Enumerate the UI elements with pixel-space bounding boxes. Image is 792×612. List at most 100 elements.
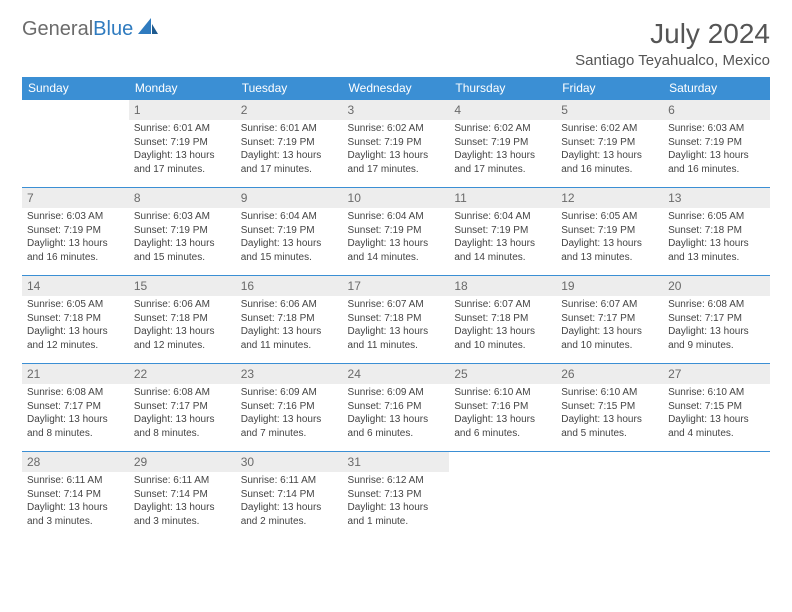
sunrise-text: Sunrise: 6:06 AM	[241, 298, 338, 312]
cell-body: Sunrise: 6:11 AMSunset: 7:14 PMDaylight:…	[22, 472, 129, 532]
cell-body: Sunrise: 6:01 AMSunset: 7:19 PMDaylight:…	[129, 120, 236, 180]
daylight1-text: Daylight: 13 hours	[241, 413, 338, 427]
daylight1-text: Daylight: 13 hours	[454, 413, 551, 427]
cell-body: Sunrise: 6:10 AMSunset: 7:16 PMDaylight:…	[449, 384, 556, 444]
daylight2-text: and 13 minutes.	[561, 251, 658, 265]
sunrise-text: Sunrise: 6:05 AM	[561, 210, 658, 224]
cell-body: Sunrise: 6:03 AMSunset: 7:19 PMDaylight:…	[663, 120, 770, 180]
cell-body: Sunrise: 6:04 AMSunset: 7:19 PMDaylight:…	[236, 208, 343, 268]
logo-part1: General	[22, 18, 93, 40]
cell-body: Sunrise: 6:03 AMSunset: 7:19 PMDaylight:…	[22, 208, 129, 268]
calendar-cell: 20Sunrise: 6:08 AMSunset: 7:17 PMDayligh…	[663, 276, 770, 364]
calendar-cell: 25Sunrise: 6:10 AMSunset: 7:16 PMDayligh…	[449, 364, 556, 452]
weekday-wednesday: Wednesday	[343, 77, 450, 100]
sunset-text: Sunset: 7:14 PM	[134, 488, 231, 502]
day-number: 11	[449, 188, 556, 208]
sunrise-text: Sunrise: 6:07 AM	[454, 298, 551, 312]
daylight2-text: and 6 minutes.	[348, 427, 445, 441]
sunrise-text: Sunrise: 6:11 AM	[134, 474, 231, 488]
daylight1-text: Daylight: 13 hours	[561, 237, 658, 251]
daylight1-text: Daylight: 13 hours	[134, 413, 231, 427]
cell-body: Sunrise: 6:05 AMSunset: 7:18 PMDaylight:…	[663, 208, 770, 268]
calendar-week-row: 7Sunrise: 6:03 AMSunset: 7:19 PMDaylight…	[22, 188, 770, 276]
sunrise-text: Sunrise: 6:08 AM	[134, 386, 231, 400]
sunset-text: Sunset: 7:18 PM	[27, 312, 124, 326]
daylight2-text: and 14 minutes.	[454, 251, 551, 265]
day-number: 6	[663, 100, 770, 120]
daylight1-text: Daylight: 13 hours	[134, 149, 231, 163]
calendar-cell: 12Sunrise: 6:05 AMSunset: 7:19 PMDayligh…	[556, 188, 663, 276]
daylight1-text: Daylight: 13 hours	[668, 413, 765, 427]
day-number: 24	[343, 364, 450, 384]
daylight1-text: Daylight: 13 hours	[241, 149, 338, 163]
calendar-cell	[22, 100, 129, 188]
calendar-cell: 8Sunrise: 6:03 AMSunset: 7:19 PMDaylight…	[129, 188, 236, 276]
sunset-text: Sunset: 7:15 PM	[668, 400, 765, 414]
cell-body	[556, 456, 663, 462]
daylight1-text: Daylight: 13 hours	[348, 149, 445, 163]
cell-body: Sunrise: 6:09 AMSunset: 7:16 PMDaylight:…	[236, 384, 343, 444]
day-number: 5	[556, 100, 663, 120]
daylight1-text: Daylight: 13 hours	[348, 237, 445, 251]
sunrise-text: Sunrise: 6:09 AM	[241, 386, 338, 400]
sunset-text: Sunset: 7:19 PM	[241, 224, 338, 238]
cell-body: Sunrise: 6:08 AMSunset: 7:17 PMDaylight:…	[129, 384, 236, 444]
cell-body	[22, 104, 129, 110]
daylight2-text: and 5 minutes.	[561, 427, 658, 441]
title-block: July 2024 Santiago Teyahualco, Mexico	[575, 18, 770, 69]
daylight2-text: and 8 minutes.	[134, 427, 231, 441]
day-number: 2	[236, 100, 343, 120]
daylight1-text: Daylight: 13 hours	[668, 149, 765, 163]
daylight1-text: Daylight: 13 hours	[668, 325, 765, 339]
sunrise-text: Sunrise: 6:02 AM	[348, 122, 445, 136]
daylight1-text: Daylight: 13 hours	[27, 413, 124, 427]
cell-body: Sunrise: 6:12 AMSunset: 7:13 PMDaylight:…	[343, 472, 450, 532]
day-number: 30	[236, 452, 343, 472]
daylight2-text: and 10 minutes.	[561, 339, 658, 353]
sunset-text: Sunset: 7:19 PM	[561, 224, 658, 238]
sunrise-text: Sunrise: 6:10 AM	[668, 386, 765, 400]
calendar-table: Sunday Monday Tuesday Wednesday Thursday…	[22, 77, 770, 540]
sunset-text: Sunset: 7:16 PM	[348, 400, 445, 414]
cell-body: Sunrise: 6:03 AMSunset: 7:19 PMDaylight:…	[129, 208, 236, 268]
sunset-text: Sunset: 7:18 PM	[134, 312, 231, 326]
sunset-text: Sunset: 7:17 PM	[134, 400, 231, 414]
daylight2-text: and 16 minutes.	[27, 251, 124, 265]
daylight1-text: Daylight: 13 hours	[241, 501, 338, 515]
calendar-cell: 9Sunrise: 6:04 AMSunset: 7:19 PMDaylight…	[236, 188, 343, 276]
logo-part2: Blue	[93, 18, 133, 40]
sunset-text: Sunset: 7:19 PM	[134, 224, 231, 238]
cell-body: Sunrise: 6:04 AMSunset: 7:19 PMDaylight:…	[449, 208, 556, 268]
daylight2-text: and 4 minutes.	[668, 427, 765, 441]
daylight2-text: and 14 minutes.	[348, 251, 445, 265]
sunrise-text: Sunrise: 6:10 AM	[454, 386, 551, 400]
day-number: 20	[663, 276, 770, 296]
sunset-text: Sunset: 7:17 PM	[27, 400, 124, 414]
cell-body: Sunrise: 6:09 AMSunset: 7:16 PMDaylight:…	[343, 384, 450, 444]
day-number: 23	[236, 364, 343, 384]
sunrise-text: Sunrise: 6:03 AM	[27, 210, 124, 224]
sunrise-text: Sunrise: 6:06 AM	[134, 298, 231, 312]
day-number: 17	[343, 276, 450, 296]
day-number: 19	[556, 276, 663, 296]
sunset-text: Sunset: 7:19 PM	[454, 224, 551, 238]
daylight1-text: Daylight: 13 hours	[134, 237, 231, 251]
daylight2-text: and 2 minutes.	[241, 515, 338, 529]
daylight1-text: Daylight: 13 hours	[454, 149, 551, 163]
sunrise-text: Sunrise: 6:04 AM	[241, 210, 338, 224]
daylight1-text: Daylight: 13 hours	[561, 149, 658, 163]
daylight1-text: Daylight: 13 hours	[348, 325, 445, 339]
calendar-cell: 29Sunrise: 6:11 AMSunset: 7:14 PMDayligh…	[129, 452, 236, 540]
sunrise-text: Sunrise: 6:01 AM	[134, 122, 231, 136]
daylight2-text: and 11 minutes.	[348, 339, 445, 353]
calendar-cell: 14Sunrise: 6:05 AMSunset: 7:18 PMDayligh…	[22, 276, 129, 364]
daylight1-text: Daylight: 13 hours	[27, 325, 124, 339]
cell-body: Sunrise: 6:11 AMSunset: 7:14 PMDaylight:…	[129, 472, 236, 532]
sunset-text: Sunset: 7:16 PM	[454, 400, 551, 414]
cell-body: Sunrise: 6:07 AMSunset: 7:17 PMDaylight:…	[556, 296, 663, 356]
daylight1-text: Daylight: 13 hours	[561, 325, 658, 339]
daylight2-text: and 12 minutes.	[134, 339, 231, 353]
daylight2-text: and 16 minutes.	[561, 163, 658, 177]
logo: GeneralBlue	[22, 18, 160, 41]
calendar-cell	[556, 452, 663, 540]
